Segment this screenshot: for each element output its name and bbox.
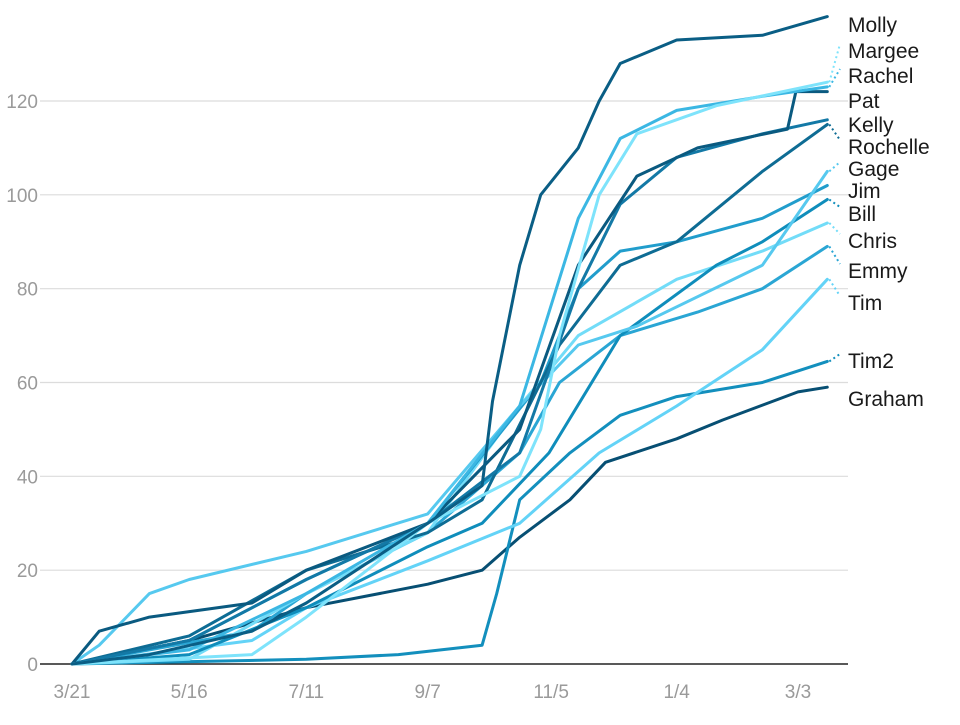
series-line-gage bbox=[70, 169, 829, 666]
label-leader-line bbox=[828, 278, 841, 297]
series-label-margee: Margee bbox=[848, 40, 919, 63]
series-label-chris: Chris bbox=[848, 230, 897, 253]
x-tick-label: 1/4 bbox=[663, 682, 690, 703]
x-tick-label: 9/7 bbox=[414, 682, 440, 703]
label-leader-line bbox=[828, 353, 841, 363]
series-line-tim bbox=[70, 277, 829, 666]
series-line-bill bbox=[70, 198, 829, 666]
series-line-graham bbox=[70, 385, 829, 666]
label-leader-line bbox=[828, 68, 841, 88]
series-label-emmy: Emmy bbox=[848, 260, 908, 283]
series-label-pat: Pat bbox=[848, 90, 880, 113]
y-tick-label: 20 bbox=[17, 561, 38, 582]
gridlines bbox=[40, 100, 848, 571]
y-tick-label: 100 bbox=[6, 186, 38, 207]
x-axis-ticks: 3/21 5/16 7/11 9/7 11/5 1/4 3/3 bbox=[54, 682, 812, 703]
series-line-tim2 bbox=[70, 359, 829, 666]
series-label-jim: Jim bbox=[848, 180, 881, 203]
series-label-graham: Graham bbox=[848, 388, 924, 411]
y-tick-label: 40 bbox=[17, 467, 38, 488]
label-leader-line bbox=[828, 198, 841, 208]
label-leader-line bbox=[828, 245, 841, 265]
x-tick-label: 11/5 bbox=[533, 682, 569, 703]
y-tick-label: 120 bbox=[6, 92, 38, 113]
label-leader-line bbox=[828, 161, 841, 173]
series-label-gage: Gage bbox=[848, 158, 899, 181]
y-tick-label: 60 bbox=[17, 374, 38, 395]
y-axis-ticks: 0 20 40 60 80 100 120 bbox=[6, 92, 38, 676]
series-label-bill: Bill bbox=[848, 203, 876, 226]
series-label-tim: Tim bbox=[848, 292, 882, 315]
series-lines bbox=[70, 15, 829, 666]
x-tick-label: 3/3 bbox=[785, 682, 811, 703]
label-leader-line bbox=[828, 43, 841, 83]
series-label-rachel: Rachel bbox=[848, 65, 913, 88]
series-line-pat bbox=[70, 90, 829, 666]
series-label-molly: Molly bbox=[848, 14, 898, 37]
series-label-rochelle: Rochelle bbox=[848, 136, 930, 159]
series-line-rochelle bbox=[70, 123, 829, 666]
series-line-margee bbox=[70, 80, 829, 666]
x-tick-label: 3/21 bbox=[54, 682, 91, 703]
series-line-molly bbox=[70, 15, 829, 666]
y-tick-label: 0 bbox=[27, 655, 38, 676]
series-label-tim2: Tim2 bbox=[848, 350, 894, 373]
series-line-rachel bbox=[70, 85, 829, 666]
label-leader-line bbox=[828, 123, 841, 141]
y-tick-label: 80 bbox=[17, 280, 38, 301]
x-tick-label: 5/16 bbox=[171, 682, 208, 703]
label-leader-line bbox=[828, 222, 841, 235]
series-label-kelly: Kelly bbox=[848, 114, 894, 137]
series-labels: Molly MargeeRachelPatKellyRochelleGageJim… bbox=[828, 14, 930, 411]
series-line-emmy bbox=[70, 244, 829, 666]
series-line-kelly bbox=[70, 118, 829, 666]
x-tick-label: 7/11 bbox=[289, 682, 325, 703]
